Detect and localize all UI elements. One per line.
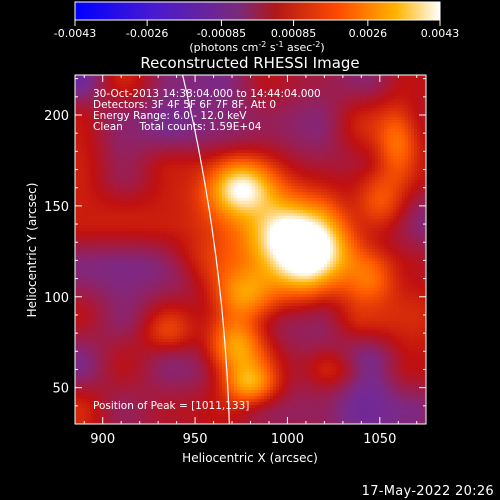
- peak-position: Position of Peak = [1011,133]: [93, 400, 249, 412]
- y-axis-label: Heliocentric Y (arcsec): [25, 183, 39, 318]
- x-tick-label: 1000: [271, 432, 304, 447]
- colorbar-tick-label: 0.0026: [349, 27, 388, 40]
- info-line-time: 30-Oct-2013 14:38:04.000 to 14:44:04.000: [93, 88, 321, 100]
- render-date: 17-May-2022 20:26: [362, 484, 494, 499]
- y-tick-label: 100: [44, 291, 69, 306]
- colorbar: [74, 1, 441, 21]
- x-tick-label: 900: [90, 432, 115, 447]
- colorbar-tick-label: 0.0043: [421, 27, 460, 40]
- info-line-detectors: Detectors: 3F 4F 5F 6F 7F 8F, Att 0: [93, 99, 276, 111]
- solar-limb: [181, 75, 230, 424]
- y-tick-label: 200: [44, 109, 69, 124]
- observation-info: 30-Oct-2013 14:38:04.000 to 14:44:04.000…: [93, 88, 321, 133]
- info-line-energy: Energy Range: 6.0 - 12.0 keV: [93, 110, 247, 122]
- colorbar-tick-label: -0.0043: [54, 27, 96, 40]
- colorbar-tick-label: 0.00085: [271, 27, 317, 40]
- info-line-counts: Clean Total counts: 1.59E+04: [93, 121, 262, 133]
- x-tick-label: 1050: [363, 432, 396, 447]
- y-tick-label: 50: [52, 382, 69, 397]
- colorbar-ticks: -0.0043 -0.0026 -0.00085 0.00085 0.0026 0.004…: [54, 20, 459, 40]
- x-tick-label: 950: [183, 432, 208, 447]
- colorbar-tick-label: -0.0026: [126, 27, 168, 40]
- colorbar-label: (photons cm-2 s-1 asec-2): [189, 40, 324, 54]
- axis-ticks: 900 950 1000 1050 50 100 150 200: [44, 75, 426, 447]
- y-tick-label: 150: [44, 200, 69, 215]
- colorbar-tick-label: -0.00085: [197, 27, 246, 40]
- x-axis-label: Heliocentric X (arcsec): [182, 451, 318, 465]
- heatmap-image: [75, 75, 426, 424]
- chart-title: Reconstructed RHESSI Image: [140, 54, 359, 72]
